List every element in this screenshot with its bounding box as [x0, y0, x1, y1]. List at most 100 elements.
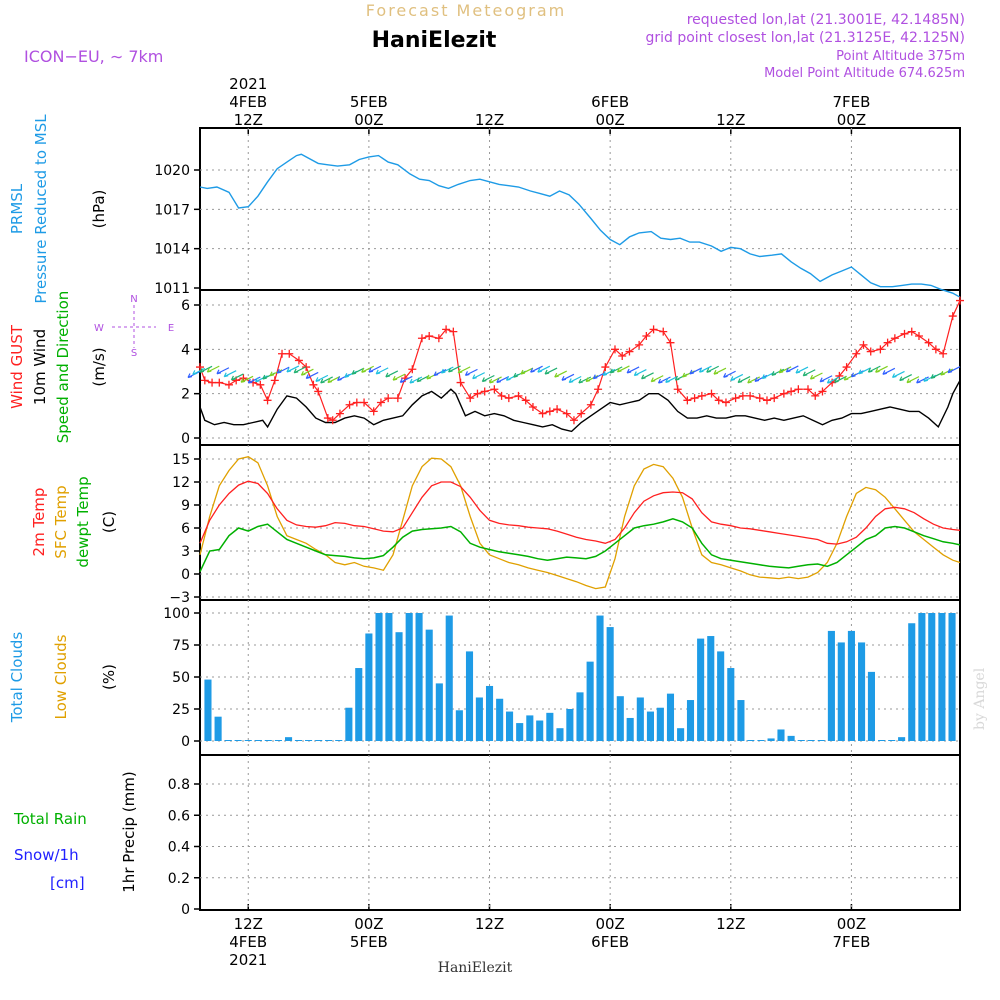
wind-arrow [327, 376, 341, 384]
total-cloud-bar [817, 740, 825, 741]
time-label-top: 7FEB [832, 93, 870, 111]
wind-arrow [192, 367, 206, 375]
gust-marker [224, 380, 233, 389]
ytick-label-wind: 6 [181, 298, 190, 314]
total-cloud-bar [767, 738, 775, 741]
total-cloud-bar [858, 642, 866, 741]
gust-marker [369, 407, 378, 416]
total-cloud-bar [516, 723, 524, 741]
wind-arrow [216, 367, 230, 375]
gust-marker [345, 400, 354, 409]
time-label-bottom: 00Z [354, 915, 383, 933]
data-group [187, 153, 964, 741]
sfc-temp-line [199, 456, 961, 590]
wind-label-0: Wind GUST [8, 324, 26, 409]
total-cloud-bar [546, 712, 554, 741]
total-cloud-bar [777, 729, 785, 741]
wind-arrow [585, 374, 599, 383]
grid-coords: grid point closest lon,lat (21.3125E, 42… [645, 30, 965, 46]
ytick-label-precip: 0 [181, 902, 190, 918]
total-cloud-bar [677, 728, 685, 741]
gust-marker [376, 398, 385, 407]
total-cloud-bar [717, 651, 725, 741]
wind-arrow [320, 376, 333, 384]
wind-arrow [578, 376, 592, 384]
gust-marker [673, 385, 682, 394]
wind-arrow [293, 366, 307, 374]
total-cloud-bar [737, 700, 745, 741]
gust-marker [393, 394, 402, 403]
gust-marker [755, 394, 764, 403]
gust-marker [635, 340, 644, 349]
gust-marker [625, 347, 634, 356]
gust-marker [683, 396, 692, 405]
cloud-label-0: Total Clouds [8, 632, 26, 724]
total-cloud-bar [224, 740, 232, 741]
pressure-label-2: Pressure Reduced to MSL [32, 114, 50, 304]
wind-arrow [826, 376, 840, 384]
wind-arrow [875, 365, 888, 373]
wind-arrow [730, 373, 744, 382]
time-label-bottom: 5FEB [350, 933, 388, 951]
ytick-label-temp: 12 [172, 475, 190, 491]
total-cloud-bar [636, 697, 644, 741]
gust-marker [208, 378, 217, 387]
total-cloud-bar [948, 613, 956, 741]
gust-marker [956, 296, 964, 305]
gust-marker [504, 394, 513, 403]
ytick-label-temp: 15 [172, 452, 190, 468]
labels-group: PRMSL Pressure Reduced to MSL (hPa) Wind GU… [8, 114, 174, 893]
gust-marker [876, 345, 885, 354]
panel-frame-temp [199, 444, 961, 601]
total-cloud-bar [536, 720, 544, 741]
time-label-bottom: 12Z [475, 915, 504, 933]
time-label-top: 12Z [475, 111, 504, 129]
wind-arrow [315, 374, 329, 382]
gust-marker [545, 407, 554, 416]
wind-arrow [906, 376, 920, 384]
precip-cm-label: [cm] [50, 874, 85, 892]
total-cloud-bar [496, 698, 504, 741]
gust-marker [309, 380, 318, 389]
wind-unit: (m/s) [90, 347, 108, 386]
wind-arrow [472, 372, 485, 380]
total-cloud-bar [707, 636, 715, 741]
wind-arrow [561, 373, 575, 381]
wind-arrow [809, 372, 823, 380]
wind-arrow [771, 368, 785, 376]
ytick-label-pressure: 1020 [154, 163, 190, 179]
gust-marker [569, 416, 578, 425]
wind-arrow [240, 375, 254, 383]
total-cloud-bar [415, 613, 423, 741]
wind-arrow [199, 365, 213, 373]
wind-arrow [496, 375, 510, 384]
total-cloud-bar [435, 683, 443, 741]
precip-unit: 1hr Precip (mm) [120, 771, 138, 892]
point-altitude: Point Altitude 375m [836, 49, 965, 64]
time-label-top: 6FEB [591, 93, 629, 111]
time-label-bottom: 12Z [234, 915, 263, 933]
wind-arrow [785, 365, 799, 373]
total-cloud-bar [214, 716, 222, 741]
wind-arrow [568, 375, 582, 384]
gust-marker [697, 391, 706, 400]
total-cloud-bar [606, 627, 614, 741]
gust-marker [434, 334, 443, 343]
gust-marker [804, 385, 812, 394]
ytick-label-temp: 0 [181, 567, 190, 583]
gust-marker [787, 387, 796, 396]
time-label-top: 12Z [234, 111, 263, 129]
gust-marker [480, 387, 489, 396]
wind-arrow [602, 368, 616, 377]
gust-marker [649, 325, 658, 334]
time-label-bottom: 12Z [716, 915, 745, 933]
total-cloud-bar [566, 709, 574, 741]
dewpt-line [199, 518, 961, 573]
wind-arrow [206, 365, 220, 373]
time-label-bottom: 2021 [229, 951, 267, 969]
total-cloud-bar [596, 615, 604, 741]
gust-marker [263, 396, 272, 405]
compass-n: N [130, 294, 137, 305]
gust-marker [270, 376, 279, 385]
gust-marker [497, 391, 506, 400]
